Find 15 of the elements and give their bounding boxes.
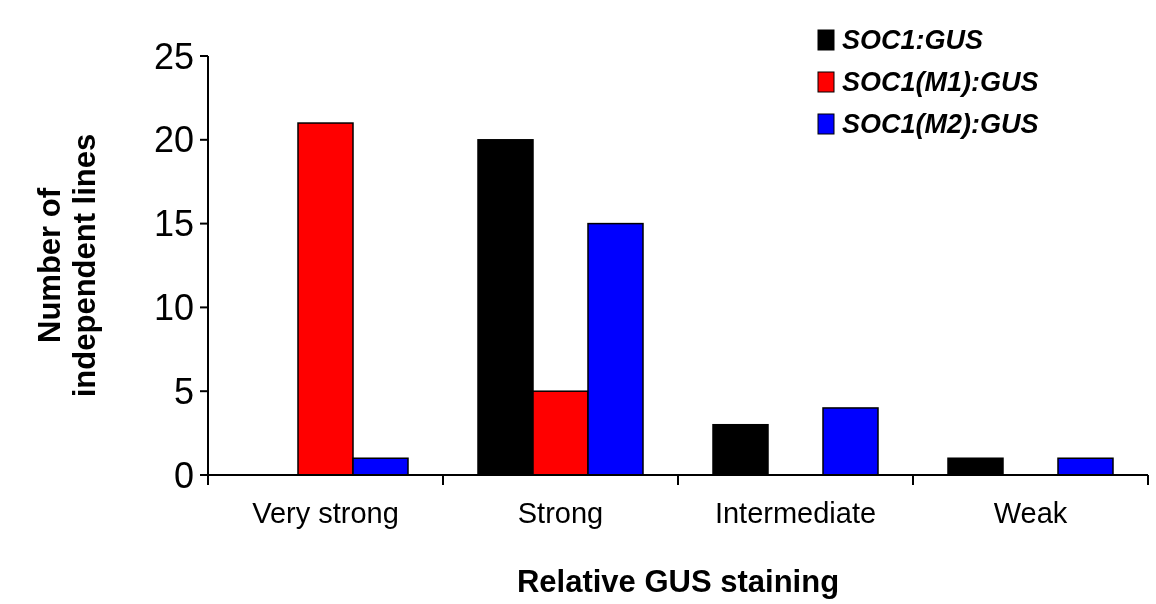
y-tick-label: 15 (153, 203, 194, 245)
x-axis-title: Relative GUS staining (516, 564, 840, 599)
legend-label: SOC1(M1):GUS (842, 67, 1039, 98)
y-tick-label: 5 (173, 370, 194, 412)
x-tick-label: Very strong (252, 497, 399, 529)
y-tick-label: 20 (153, 119, 194, 161)
legend-label: SOC1:GUS (842, 25, 984, 56)
y-tick-label: 25 (153, 35, 194, 77)
legend-label: SOC1(M2):GUS (842, 109, 1039, 140)
x-tick-label: Strong (517, 497, 604, 529)
y-tick-label: 10 (153, 287, 194, 328)
x-tick-label: Intermediate (714, 497, 877, 529)
y-axis-title: Number of independent lines (32, 133, 102, 398)
x-tick-label: Weak (993, 497, 1068, 529)
y-tick-label: 0 (173, 454, 194, 496)
